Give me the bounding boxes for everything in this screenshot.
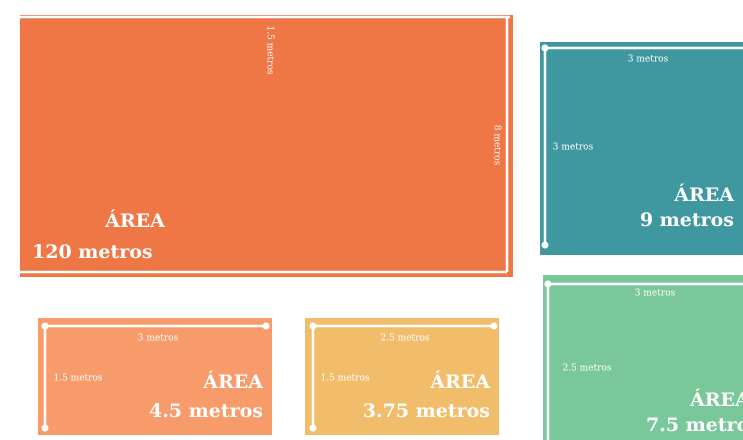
area-label: ÁREA <box>202 370 263 393</box>
area-shape <box>20 15 513 277</box>
dot <box>41 424 49 432</box>
dot <box>309 322 317 330</box>
area-label: ÁREA <box>689 388 743 411</box>
area-label: ÁREA <box>429 370 490 393</box>
width-label: 3 metros <box>635 289 676 299</box>
area-value: 120 metros <box>32 241 153 263</box>
area-label: ÁREA <box>673 183 734 206</box>
area-shape <box>305 318 499 435</box>
height-label: 1.5 metros <box>54 374 103 384</box>
area-value: 4.5 metros <box>149 400 263 422</box>
width-label: 3 metros <box>628 55 669 65</box>
area-value: 3.75 metros <box>363 400 490 422</box>
area-value: 9 metros <box>640 209 734 231</box>
width-label: 3 metros <box>138 334 179 344</box>
area-shape <box>540 42 743 255</box>
area-label: ÁREA <box>104 209 165 232</box>
height-label: 2.5 metros <box>563 364 612 374</box>
width-label: 1.5 metros <box>265 26 275 75</box>
dot <box>541 44 549 52</box>
dot <box>541 241 549 249</box>
height-label: 3 metros <box>553 143 594 153</box>
dot <box>544 280 552 288</box>
height-label: 8 metros <box>492 125 502 166</box>
height-label: 1.5 metros <box>321 374 370 384</box>
area-shape <box>38 318 272 435</box>
dot <box>309 424 317 432</box>
area-shape <box>543 275 743 440</box>
dot <box>490 322 498 330</box>
area-value: 7.5 metros <box>646 414 743 436</box>
dot <box>41 322 49 330</box>
width-label: 2.5 metros <box>381 334 430 344</box>
dot <box>262 322 270 330</box>
